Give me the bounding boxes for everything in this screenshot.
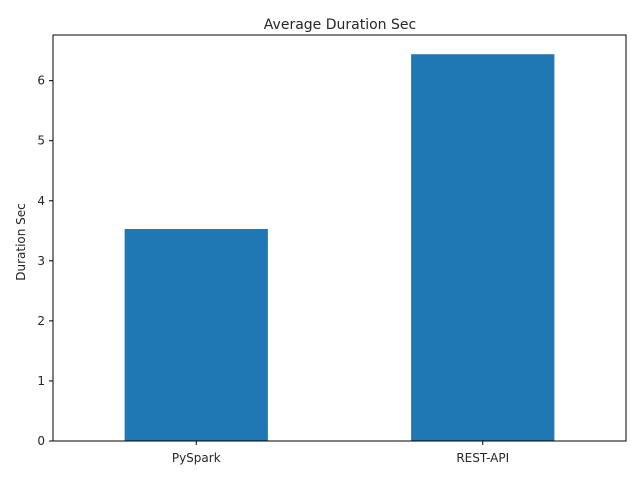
y-tick-label: 6 <box>37 74 45 88</box>
y-tick-label: 3 <box>37 254 45 268</box>
x-tick-label: PySpark <box>172 451 221 465</box>
bars-group <box>124 54 555 441</box>
y-tick-label: 1 <box>37 374 45 388</box>
x-tick-label: REST-API <box>456 451 509 465</box>
chart-title: Average Duration Sec <box>264 17 416 33</box>
y-tick-label: 2 <box>37 314 45 328</box>
y-axis-title: Duration Sec <box>14 203 28 281</box>
bar-pyspark <box>124 228 268 441</box>
y-tick-label: 4 <box>37 194 45 208</box>
bar-rest-api <box>411 54 555 441</box>
plot-frame <box>52 34 627 442</box>
y-axis: 0 1 2 3 4 5 6 <box>37 74 53 448</box>
y-tick-label: 0 <box>37 434 45 448</box>
y-tick-label: 5 <box>37 134 45 148</box>
x-axis: PySpark REST-API <box>172 441 509 465</box>
